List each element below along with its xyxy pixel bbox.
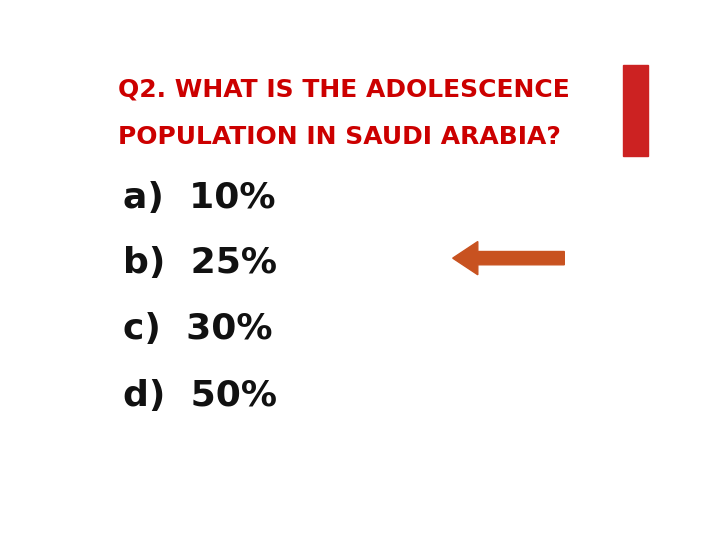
Text: d)  50%: d) 50% (124, 379, 277, 413)
Text: b)  25%: b) 25% (124, 246, 277, 280)
FancyArrow shape (453, 241, 564, 275)
Text: Q2. WHAT IS THE ADOLESCENCE: Q2. WHAT IS THE ADOLESCENCE (118, 77, 570, 102)
Text: POPULATION IN SAUDI ARABIA?: POPULATION IN SAUDI ARABIA? (118, 125, 561, 149)
Text: a)  10%: a) 10% (124, 181, 276, 215)
Text: c)  30%: c) 30% (124, 312, 273, 346)
Bar (623, 65, 648, 156)
